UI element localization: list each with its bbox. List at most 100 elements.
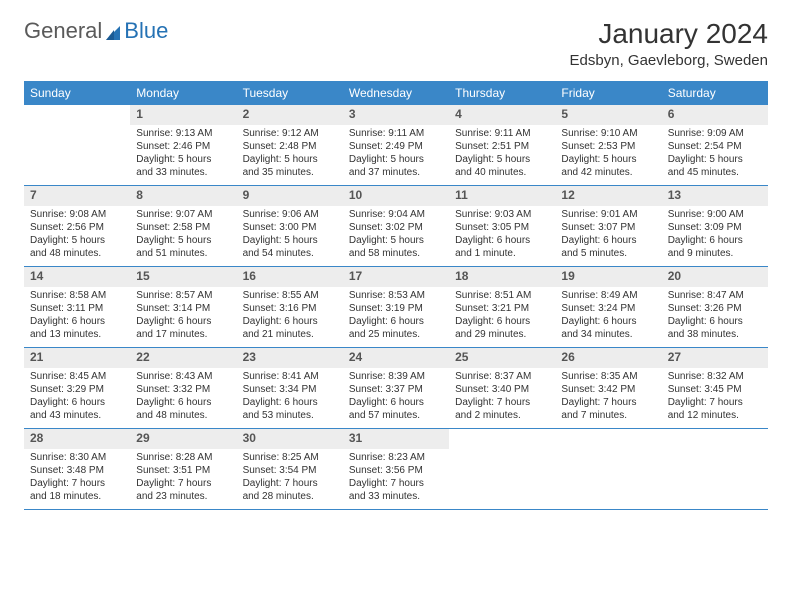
sunset-text: Sunset: 3:21 PM bbox=[455, 302, 549, 315]
day-number: 29 bbox=[130, 429, 236, 449]
sunset-text: Sunset: 2:46 PM bbox=[136, 140, 230, 153]
day-cell: 5Sunrise: 9:10 AMSunset: 2:53 PMDaylight… bbox=[555, 105, 661, 185]
day-body bbox=[449, 449, 555, 455]
day-number: 28 bbox=[24, 429, 130, 449]
day-number: 24 bbox=[343, 348, 449, 368]
day-cell: 20Sunrise: 8:47 AMSunset: 3:26 PMDayligh… bbox=[662, 267, 768, 347]
day-body: Sunrise: 9:03 AMSunset: 3:05 PMDaylight:… bbox=[449, 206, 555, 264]
title-block: January 2024 Edsbyn, Gaevleborg, Sweden bbox=[570, 18, 768, 69]
daylight-text: Daylight: 5 hours and 45 minutes. bbox=[668, 153, 762, 179]
day-body: Sunrise: 9:11 AMSunset: 2:49 PMDaylight:… bbox=[343, 125, 449, 183]
sunset-text: Sunset: 3:19 PM bbox=[349, 302, 443, 315]
sunrise-text: Sunrise: 9:12 AM bbox=[243, 127, 337, 140]
day-number: 2 bbox=[237, 105, 343, 125]
sunrise-text: Sunrise: 9:07 AM bbox=[136, 208, 230, 221]
logo-sail-icon bbox=[104, 22, 122, 40]
sunset-text: Sunset: 3:14 PM bbox=[136, 302, 230, 315]
daylight-text: Daylight: 6 hours and 25 minutes. bbox=[349, 315, 443, 341]
day-cell: 30Sunrise: 8:25 AMSunset: 3:54 PMDayligh… bbox=[237, 429, 343, 509]
day-body: Sunrise: 9:11 AMSunset: 2:51 PMDaylight:… bbox=[449, 125, 555, 183]
day-cell: 24Sunrise: 8:39 AMSunset: 3:37 PMDayligh… bbox=[343, 348, 449, 428]
dow-thursday: Thursday bbox=[449, 81, 555, 105]
day-body: Sunrise: 8:41 AMSunset: 3:34 PMDaylight:… bbox=[237, 368, 343, 426]
daylight-text: Daylight: 5 hours and 37 minutes. bbox=[349, 153, 443, 179]
sunset-text: Sunset: 2:51 PM bbox=[455, 140, 549, 153]
day-body: Sunrise: 8:55 AMSunset: 3:16 PMDaylight:… bbox=[237, 287, 343, 345]
daylight-text: Daylight: 7 hours and 28 minutes. bbox=[243, 477, 337, 503]
day-number: 25 bbox=[449, 348, 555, 368]
daylight-text: Daylight: 6 hours and 29 minutes. bbox=[455, 315, 549, 341]
sunset-text: Sunset: 3:00 PM bbox=[243, 221, 337, 234]
daylight-text: Daylight: 6 hours and 1 minute. bbox=[455, 234, 549, 260]
day-cell: . bbox=[555, 429, 661, 509]
day-body: Sunrise: 8:23 AMSunset: 3:56 PMDaylight:… bbox=[343, 449, 449, 507]
day-body: Sunrise: 9:10 AMSunset: 2:53 PMDaylight:… bbox=[555, 125, 661, 183]
day-body: Sunrise: 8:51 AMSunset: 3:21 PMDaylight:… bbox=[449, 287, 555, 345]
sunrise-text: Sunrise: 8:43 AM bbox=[136, 370, 230, 383]
day-body: Sunrise: 9:13 AMSunset: 2:46 PMDaylight:… bbox=[130, 125, 236, 183]
daylight-text: Daylight: 6 hours and 43 minutes. bbox=[30, 396, 124, 422]
day-number: 8 bbox=[130, 186, 236, 206]
day-cell: 31Sunrise: 8:23 AMSunset: 3:56 PMDayligh… bbox=[343, 429, 449, 509]
sunset-text: Sunset: 3:02 PM bbox=[349, 221, 443, 234]
day-body: Sunrise: 9:09 AMSunset: 2:54 PMDaylight:… bbox=[662, 125, 768, 183]
day-number: 5 bbox=[555, 105, 661, 125]
day-cell: 28Sunrise: 8:30 AMSunset: 3:48 PMDayligh… bbox=[24, 429, 130, 509]
daylight-text: Daylight: 6 hours and 38 minutes. bbox=[668, 315, 762, 341]
sunset-text: Sunset: 3:48 PM bbox=[30, 464, 124, 477]
day-cell: 1Sunrise: 9:13 AMSunset: 2:46 PMDaylight… bbox=[130, 105, 236, 185]
sunrise-text: Sunrise: 8:58 AM bbox=[30, 289, 124, 302]
week-row: 7Sunrise: 9:08 AMSunset: 2:56 PMDaylight… bbox=[24, 186, 768, 267]
sunrise-text: Sunrise: 8:35 AM bbox=[561, 370, 655, 383]
sunset-text: Sunset: 2:48 PM bbox=[243, 140, 337, 153]
daylight-text: Daylight: 6 hours and 48 minutes. bbox=[136, 396, 230, 422]
sunrise-text: Sunrise: 8:23 AM bbox=[349, 451, 443, 464]
sunrise-text: Sunrise: 9:00 AM bbox=[668, 208, 762, 221]
day-cell: 10Sunrise: 9:04 AMSunset: 3:02 PMDayligh… bbox=[343, 186, 449, 266]
dow-saturday: Saturday bbox=[662, 81, 768, 105]
day-body bbox=[24, 125, 130, 131]
sunset-text: Sunset: 3:16 PM bbox=[243, 302, 337, 315]
day-number: 15 bbox=[130, 267, 236, 287]
day-number: 3 bbox=[343, 105, 449, 125]
daylight-text: Daylight: 7 hours and 18 minutes. bbox=[30, 477, 124, 503]
daylight-text: Daylight: 5 hours and 54 minutes. bbox=[243, 234, 337, 260]
sunrise-text: Sunrise: 9:01 AM bbox=[561, 208, 655, 221]
day-cell: 29Sunrise: 8:28 AMSunset: 3:51 PMDayligh… bbox=[130, 429, 236, 509]
sunrise-text: Sunrise: 8:25 AM bbox=[243, 451, 337, 464]
sunset-text: Sunset: 3:11 PM bbox=[30, 302, 124, 315]
sunset-text: Sunset: 3:26 PM bbox=[668, 302, 762, 315]
day-cell: 13Sunrise: 9:00 AMSunset: 3:09 PMDayligh… bbox=[662, 186, 768, 266]
sunset-text: Sunset: 2:56 PM bbox=[30, 221, 124, 234]
page-header: General Blue January 2024 Edsbyn, Gaevle… bbox=[24, 18, 768, 69]
day-cell: 4Sunrise: 9:11 AMSunset: 2:51 PMDaylight… bbox=[449, 105, 555, 185]
daylight-text: Daylight: 5 hours and 33 minutes. bbox=[136, 153, 230, 179]
daylight-text: Daylight: 6 hours and 9 minutes. bbox=[668, 234, 762, 260]
dow-header-row: Sunday Monday Tuesday Wednesday Thursday… bbox=[24, 81, 768, 105]
sunrise-text: Sunrise: 8:55 AM bbox=[243, 289, 337, 302]
day-number: 23 bbox=[237, 348, 343, 368]
day-cell: 21Sunrise: 8:45 AMSunset: 3:29 PMDayligh… bbox=[24, 348, 130, 428]
sunrise-text: Sunrise: 8:53 AM bbox=[349, 289, 443, 302]
day-body: Sunrise: 8:47 AMSunset: 3:26 PMDaylight:… bbox=[662, 287, 768, 345]
daylight-text: Daylight: 7 hours and 23 minutes. bbox=[136, 477, 230, 503]
day-body: Sunrise: 8:28 AMSunset: 3:51 PMDaylight:… bbox=[130, 449, 236, 507]
daylight-text: Daylight: 5 hours and 58 minutes. bbox=[349, 234, 443, 260]
sunset-text: Sunset: 3:42 PM bbox=[561, 383, 655, 396]
day-cell: . bbox=[24, 105, 130, 185]
day-cell: 3Sunrise: 9:11 AMSunset: 2:49 PMDaylight… bbox=[343, 105, 449, 185]
day-cell: 16Sunrise: 8:55 AMSunset: 3:16 PMDayligh… bbox=[237, 267, 343, 347]
day-number: 13 bbox=[662, 186, 768, 206]
day-body: Sunrise: 8:58 AMSunset: 3:11 PMDaylight:… bbox=[24, 287, 130, 345]
sunset-text: Sunset: 3:32 PM bbox=[136, 383, 230, 396]
daylight-text: Daylight: 6 hours and 53 minutes. bbox=[243, 396, 337, 422]
day-body: Sunrise: 8:37 AMSunset: 3:40 PMDaylight:… bbox=[449, 368, 555, 426]
day-cell: 18Sunrise: 8:51 AMSunset: 3:21 PMDayligh… bbox=[449, 267, 555, 347]
daylight-text: Daylight: 5 hours and 40 minutes. bbox=[455, 153, 549, 179]
calendar-grid: Sunday Monday Tuesday Wednesday Thursday… bbox=[24, 81, 768, 510]
sunrise-text: Sunrise: 8:39 AM bbox=[349, 370, 443, 383]
sunset-text: Sunset: 3:29 PM bbox=[30, 383, 124, 396]
sunset-text: Sunset: 3:24 PM bbox=[561, 302, 655, 315]
day-cell: . bbox=[449, 429, 555, 509]
day-number: 30 bbox=[237, 429, 343, 449]
